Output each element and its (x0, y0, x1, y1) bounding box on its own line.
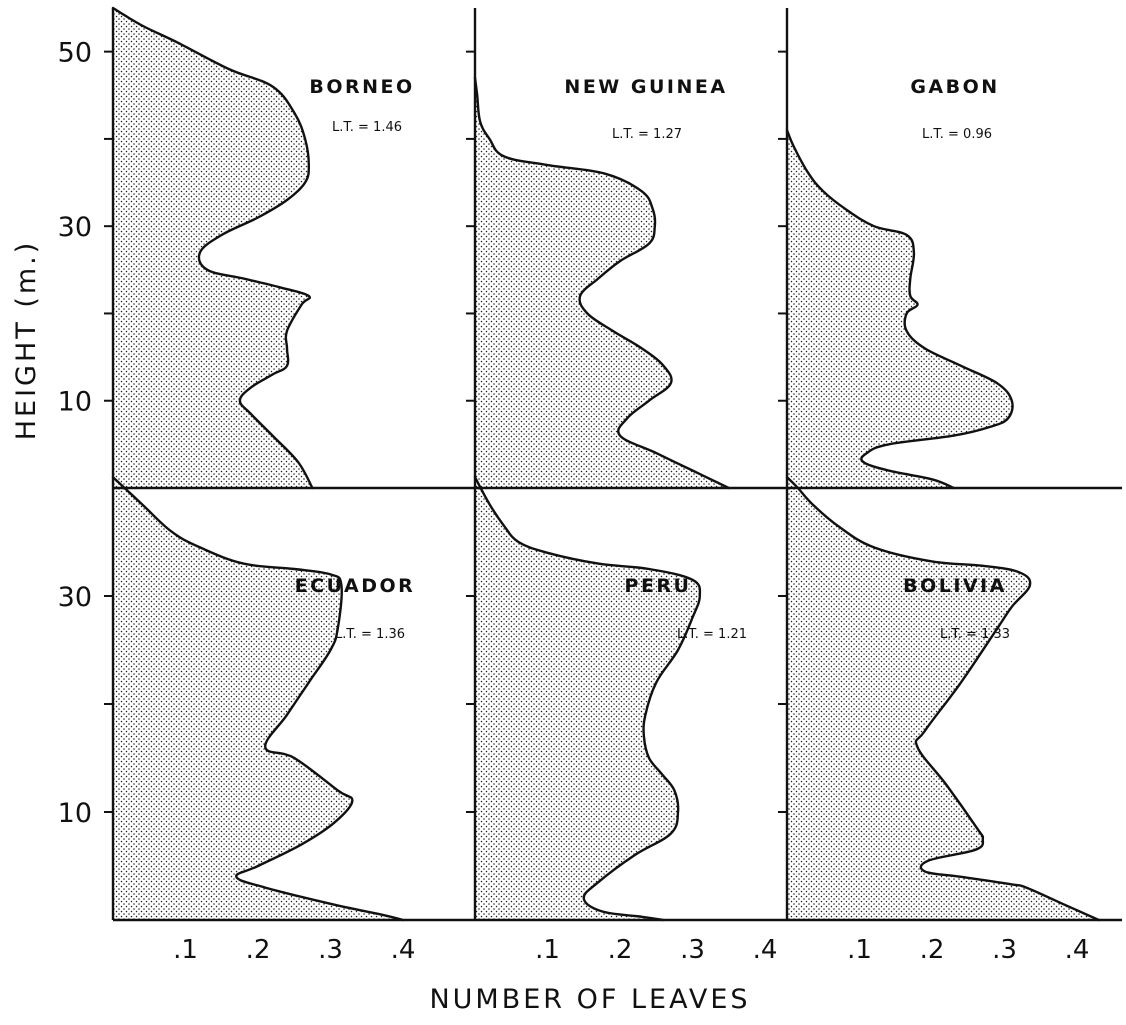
leaf-profile-line (473, 476, 702, 922)
y-tick-label: 10 (58, 798, 92, 829)
leaf-area (475, 477, 700, 920)
x-tick-label: .4 (1065, 935, 1090, 965)
y-tick-label: 30 (58, 212, 92, 243)
leaf-profile-line (785, 129, 1014, 490)
leaf-area (113, 8, 313, 488)
panel-ecuador: ECUADOR L.T. = 1.36 (111, 476, 416, 922)
y-axis-title: HEIGHT (m.) (11, 240, 42, 441)
leaf-profile-line (111, 6, 314, 490)
x-tick-label: .2 (920, 935, 945, 965)
x-tick-label: .3 (992, 935, 1017, 965)
x-tick-label: .3 (318, 935, 343, 965)
x-tick-label: .4 (391, 935, 416, 965)
leaf-area (113, 477, 403, 920)
panel-title: NEW GUINEA (564, 76, 727, 98)
leaf-total-label: L.T. = 1.36 (335, 627, 405, 642)
panel-title: BORNEO (309, 76, 414, 98)
leaf-profile-line (473, 76, 730, 490)
y-tick-label: 10 (58, 387, 92, 418)
leaf-profile-line (111, 476, 405, 922)
leaf-profile-line (785, 476, 1100, 922)
x-tick-label: .2 (246, 935, 271, 965)
x-tick-label: .4 (753, 935, 778, 965)
axes-layer: 50 30 10 30 10 .1 .2 .3 .4 .1 .2 .3 .4 .1 .2 .3 .4 (58, 8, 1122, 965)
leaf-total-label: L.T. = 1.46 (332, 120, 402, 135)
panel-title: BOLIVIA (903, 575, 1007, 597)
panel-gabon: GABON L.T. = 0.96 (785, 76, 1014, 490)
leaf-total-label: L.T. = 1.33 (940, 627, 1010, 642)
panels-layer: BORNEO L.T. = 1.46 NEW GUINEA L.T. = 1.27 GA… (111, 6, 1100, 922)
panel-title: PERU (625, 575, 692, 597)
leaf-area (787, 130, 1013, 488)
x-axis-title: NUMBER OF LEAVES (429, 984, 750, 1015)
panel-title: ECUADOR (295, 575, 416, 597)
y-tick-label: 50 (58, 38, 92, 69)
leaf-area (787, 477, 1099, 920)
x-tick-label: .1 (173, 935, 198, 965)
leaf-total-label: L.T. = 1.27 (612, 127, 682, 142)
x-tick-label: .1 (535, 935, 560, 965)
y-tick-label: 30 (58, 582, 92, 613)
x-tick-label: .3 (680, 935, 705, 965)
leaf-total-label: L.T. = 0.96 (922, 127, 992, 142)
x-tick-label: .2 (608, 935, 633, 965)
panel-borneo: BORNEO L.T. = 1.46 (111, 6, 414, 490)
panel-title: GABON (910, 76, 999, 98)
panel-bolivia: BOLIVIA L.T. = 1.33 (785, 476, 1100, 922)
leaf-area (475, 77, 729, 489)
panel-peru: PERU L.T. = 1.21 (473, 476, 747, 922)
panel-new-guinea: NEW GUINEA L.T. = 1.27 (473, 76, 730, 490)
leaf-total-label: L.T. = 1.21 (677, 627, 747, 642)
x-tick-label: .1 (847, 935, 872, 965)
